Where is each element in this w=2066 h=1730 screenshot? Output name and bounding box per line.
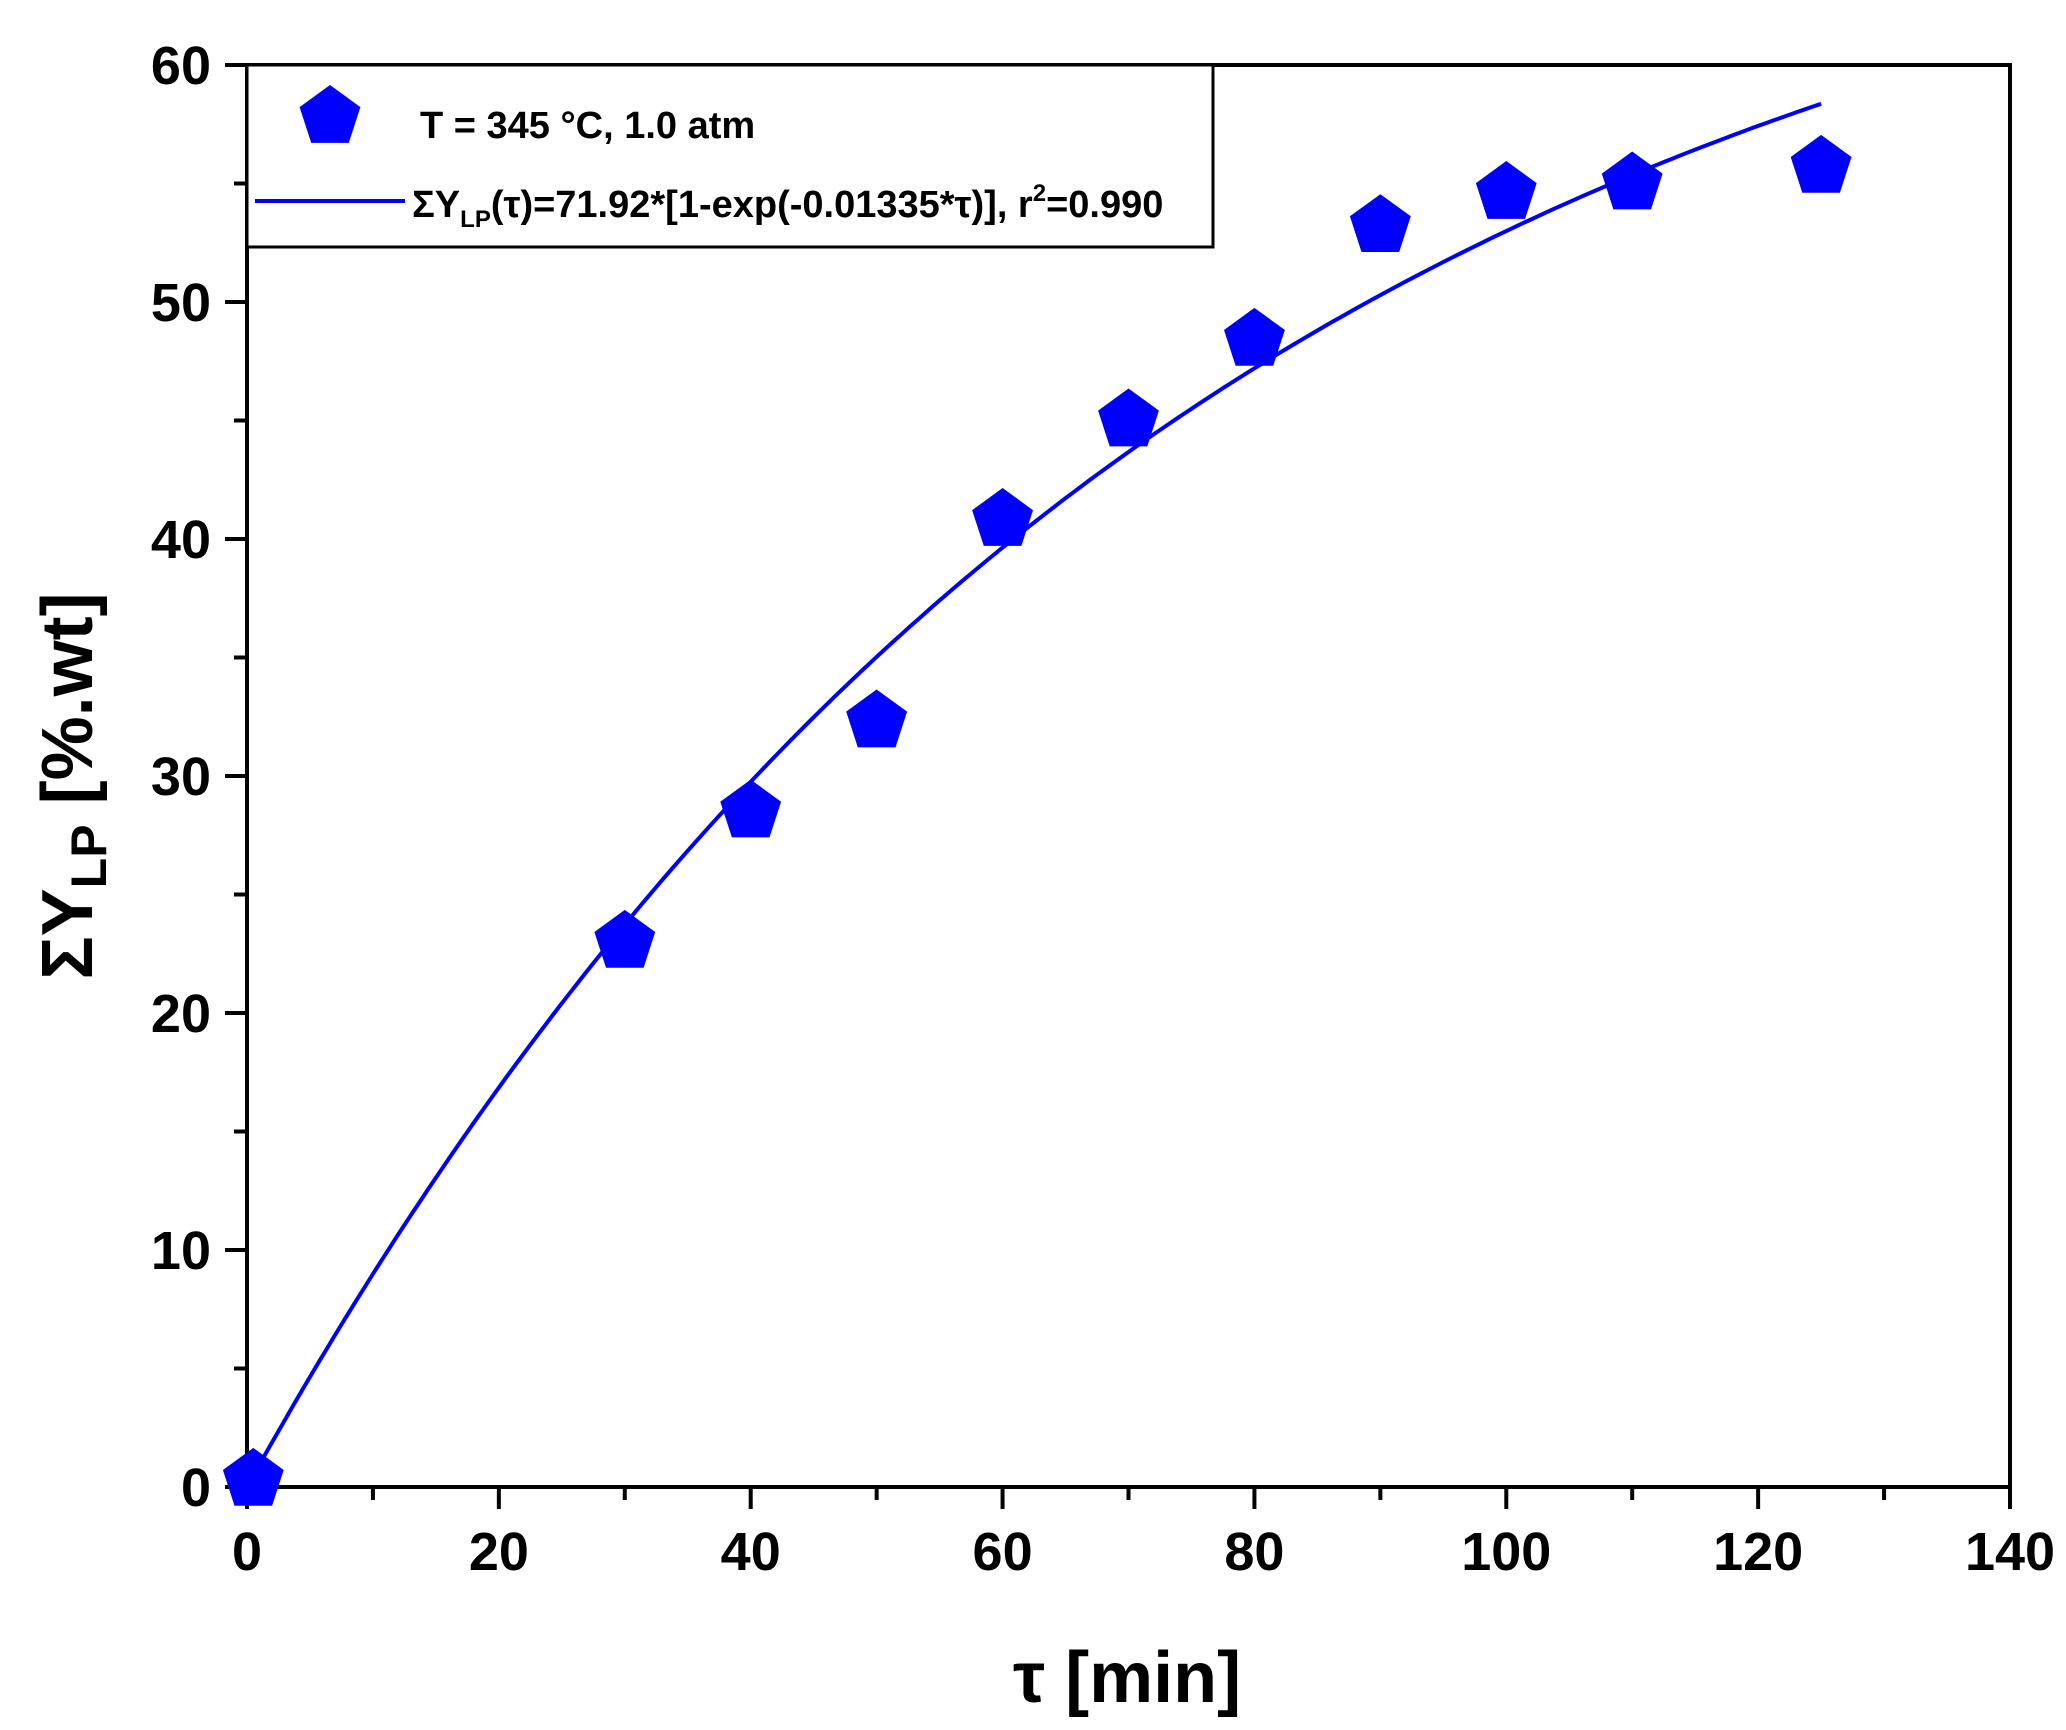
data-point	[720, 779, 782, 838]
x-tick-label: 0	[232, 1522, 262, 1582]
legend-scatter-label: T = 345 °C, 1.0 atm	[420, 105, 755, 147]
x-axis-title: τ [min]	[1013, 1638, 1241, 1718]
legend-scatter-marker	[299, 85, 361, 143]
y-tick-label: 40	[151, 510, 211, 570]
fit-curve-line	[245, 101, 1822, 1488]
x-tick-label: 40	[721, 1522, 781, 1582]
legend-box	[245, 63, 1215, 249]
data-point	[1601, 151, 1663, 210]
x-tick-label: 20	[469, 1522, 529, 1582]
data-point	[1349, 194, 1411, 252]
y-tick-label: 60	[151, 36, 211, 96]
legend: T = 345 °C, 1.0 atm ΣYLP(τ)=71.92*[1-exp…	[245, 63, 1215, 249]
y-tick-label: 30	[151, 747, 211, 807]
x-axis-ticks: 0 20 40 60 80 100 120 140	[232, 1487, 2055, 1582]
x-tick-label: 60	[973, 1522, 1033, 1582]
y-tick-label: 10	[151, 1221, 211, 1281]
x-tick-label: 100	[1461, 1522, 1551, 1582]
y-axis-title: ΣYLP [%.wt]	[28, 592, 117, 979]
data-point	[1224, 307, 1285, 366]
data-point	[1098, 388, 1159, 447]
data-point	[594, 909, 656, 968]
x-tick-label: 140	[1965, 1522, 2055, 1582]
y-tick-label: 50	[151, 273, 211, 333]
plot-frame	[245, 63, 2012, 1489]
data-point	[1475, 161, 1537, 219]
y-tick-label: 0	[181, 1458, 211, 1518]
scatter-points	[222, 134, 1852, 1506]
y-axis-ticks: 0 10 20 30 40 50 60	[151, 36, 247, 1518]
legend-fit-label: ΣYLP(τ)=71.92*[1-exp(-0.01335*τ)], r2=0.…	[412, 180, 1163, 233]
data-point	[1790, 134, 1852, 193]
x-tick-label: 120	[1713, 1522, 1803, 1582]
data-point	[222, 1447, 284, 1506]
y-tick-label: 20	[151, 984, 211, 1044]
data-point	[846, 689, 908, 748]
x-tick-label: 80	[1224, 1522, 1284, 1582]
data-point	[972, 488, 1033, 546]
